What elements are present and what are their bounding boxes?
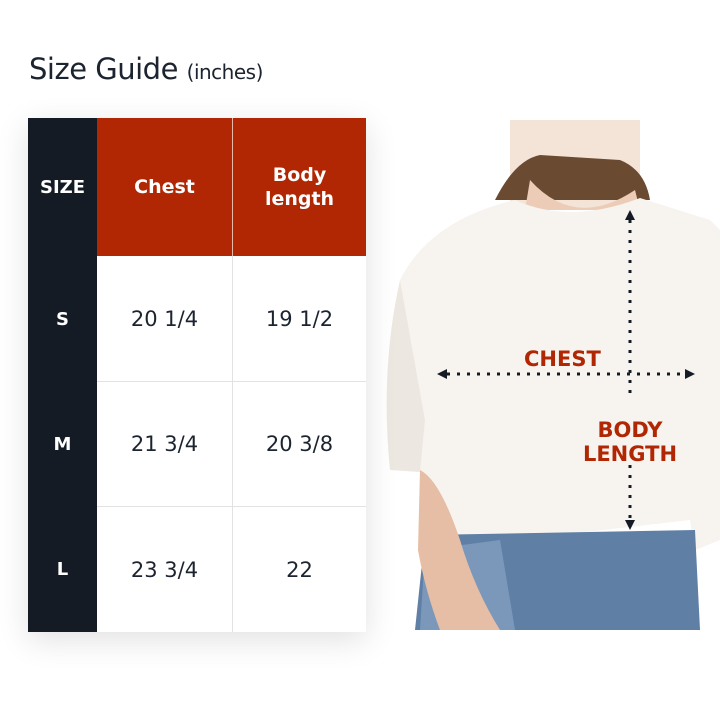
chest-label: CHEST bbox=[524, 347, 601, 371]
model-photo bbox=[386, 120, 720, 630]
size-table: SIZE Chest Body length S 20 1/4 19 1/2 M… bbox=[28, 118, 366, 632]
title-unit: (inches) bbox=[186, 60, 264, 84]
title-text: Size Guide bbox=[29, 52, 178, 86]
size-m: M bbox=[53, 434, 72, 455]
header-chest: Chest bbox=[97, 118, 233, 256]
header-body-length: Body length bbox=[233, 118, 366, 256]
header-size: SIZE bbox=[28, 118, 97, 256]
length-m: 20 3/8 bbox=[233, 382, 366, 507]
length-s: 19 1/2 bbox=[233, 256, 366, 382]
chest-m: 21 3/4 bbox=[97, 382, 233, 507]
size-l: L bbox=[56, 559, 69, 580]
body-length-label-line1: BODY bbox=[597, 418, 663, 442]
size-s: S bbox=[56, 308, 69, 330]
chest-l: 23 3/4 bbox=[97, 507, 233, 632]
page-title: Size Guide (inches) bbox=[29, 52, 263, 86]
body-length-label-line2: LENGTH bbox=[582, 442, 678, 466]
body-length-label: BODY LENGTH bbox=[580, 418, 680, 466]
length-l: 22 bbox=[286, 557, 313, 582]
chest-s: 20 1/4 bbox=[97, 256, 233, 382]
